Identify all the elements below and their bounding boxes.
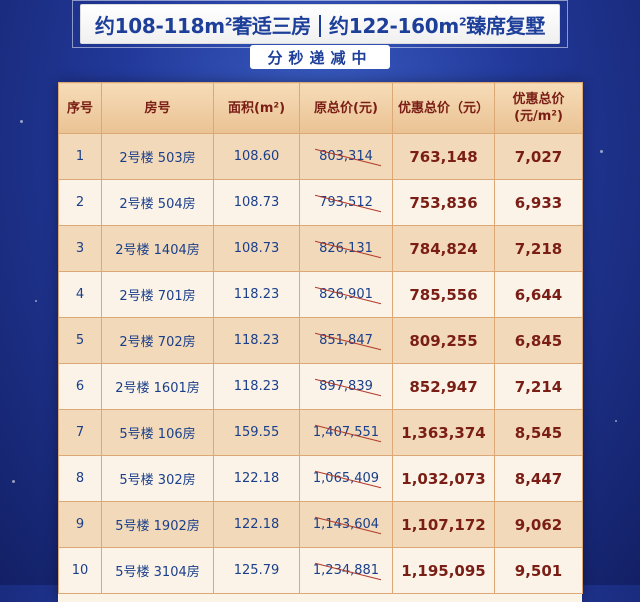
cell-room: 2号楼 504房: [101, 179, 214, 226]
cell-original-total: 1,407,551: [299, 409, 393, 456]
banner-title-sup1: 2: [224, 14, 233, 28]
cell-discount-total: 1,032,073: [392, 455, 495, 502]
cell-discount-total: 809,255: [392, 317, 495, 364]
banner-title-sup2: 2: [458, 14, 467, 28]
cell-area: 118.23: [213, 271, 300, 318]
cell-room: 2号楼 702房: [101, 317, 214, 364]
cell-room: 5号楼 106房: [101, 409, 214, 456]
table-header-row: 序号 房号 面积(m²) 原总价(元) 优惠总价（元） 优惠总价 (元/m²): [58, 82, 583, 134]
cell-room: 2号楼 701房: [101, 271, 214, 318]
cell-original-total: 826,901: [299, 271, 393, 318]
header-index: 序号: [58, 82, 102, 134]
cell-unit-price: 6,644: [494, 271, 583, 318]
header-original-total: 原总价(元): [299, 82, 393, 134]
cell-original-total: 803,314: [299, 133, 393, 180]
cell-original-total: 1,143,604: [299, 501, 393, 548]
cell-index: 2: [58, 179, 102, 226]
header-unit-price-line1: 优惠总价: [512, 92, 565, 107]
cell-original-total: 826,131: [299, 225, 393, 272]
cell-area: 122.18: [213, 455, 300, 502]
cell-unit-price: 8,447: [494, 455, 583, 502]
cell-discount-total: 1,107,172: [392, 501, 495, 548]
cell-unit-price: 7,214: [494, 363, 583, 410]
cell-area: 118.23: [213, 317, 300, 364]
cell-discount-total: 784,824: [392, 225, 495, 272]
cell-area: 118.23: [213, 363, 300, 410]
price-table: 序号 房号 面积(m²) 原总价(元) 优惠总价（元） 优惠总价 (元/m²) 1…: [58, 82, 583, 594]
cell-room: 5号楼 302房: [101, 455, 214, 502]
cell-original-total: 793,512: [299, 179, 393, 226]
banner-title-part1: 约108-118m: [94, 13, 225, 38]
cell-room: 2号楼 1404房: [101, 225, 214, 272]
sparkle-decoration: [35, 300, 37, 302]
cell-unit-price: 9,501: [494, 547, 583, 594]
cell-unit-price: 8,545: [494, 409, 583, 456]
cell-discount-total: 753,836: [392, 179, 495, 226]
cell-index: 4: [58, 271, 102, 318]
header-area: 面积(m²): [213, 82, 300, 134]
cell-unit-price: 6,933: [494, 179, 583, 226]
cell-area: 122.18: [213, 501, 300, 548]
cell-room: 2号楼 1601房: [101, 363, 214, 410]
cell-discount-total: 1,363,374: [392, 409, 495, 456]
title-banner: 约108-118m2奢适三房 约122-160m2臻席复墅: [80, 4, 560, 44]
cell-index: 9: [58, 501, 102, 548]
cell-unit-price: 9,062: [494, 501, 583, 548]
cell-discount-total: 1,195,095: [392, 547, 495, 594]
cell-index: 6: [58, 363, 102, 410]
cell-discount-total: 852,947: [392, 363, 495, 410]
cell-index: 8: [58, 455, 102, 502]
cell-original-total: 851,847: [299, 317, 393, 364]
cell-room: 2号楼 503房: [101, 133, 214, 180]
cell-unit-price: 7,218: [494, 225, 583, 272]
cell-discount-total: 785,556: [392, 271, 495, 318]
cell-original-total: 897,839: [299, 363, 393, 410]
cell-area: 108.73: [213, 179, 300, 226]
sparkle-decoration: [600, 150, 603, 153]
header-discount-total: 优惠总价（元）: [392, 82, 495, 134]
cell-area: 108.73: [213, 225, 300, 272]
sparkle-decoration: [12, 480, 15, 483]
subtitle-badge: 分秒递减中: [250, 45, 390, 69]
banner-separator: [319, 14, 321, 37]
cell-area: 125.79: [213, 547, 300, 594]
banner-title: 约108-118m2奢适三房 约122-160m2臻席复墅: [94, 10, 546, 39]
sparkle-decoration: [20, 120, 23, 123]
banner-title-part3: 约122-160m: [329, 13, 459, 38]
sparkle-decoration: [615, 420, 617, 422]
cell-room: 5号楼 3104房: [101, 547, 214, 594]
cell-index: 5: [58, 317, 102, 364]
cell-unit-price: 7,027: [494, 133, 583, 180]
cell-index: 1: [58, 133, 102, 180]
banner-title-part4: 臻席复墅: [466, 13, 546, 38]
cell-room: 5号楼 1902房: [101, 501, 214, 548]
cell-index: 3: [58, 225, 102, 272]
price-table-container: 序号 房号 面积(m²) 原总价(元) 优惠总价（元） 优惠总价 (元/m²) 1…: [58, 82, 583, 602]
cell-index: 7: [58, 409, 102, 456]
cell-original-total: 1,065,409: [299, 455, 393, 502]
cell-discount-total: 763,148: [392, 133, 495, 180]
cell-original-total: 1,234,881: [299, 547, 393, 594]
cell-index: 10: [58, 547, 102, 594]
header-unit-price: 优惠总价 (元/m²): [494, 82, 583, 134]
banner-title-part2: 奢适三房: [232, 13, 311, 38]
cell-unit-price: 6,845: [494, 317, 583, 364]
header-unit-price-line2: (元/m²): [514, 109, 563, 124]
cell-area: 159.55: [213, 409, 300, 456]
header-room: 房号: [101, 82, 214, 134]
cell-area: 108.60: [213, 133, 300, 180]
